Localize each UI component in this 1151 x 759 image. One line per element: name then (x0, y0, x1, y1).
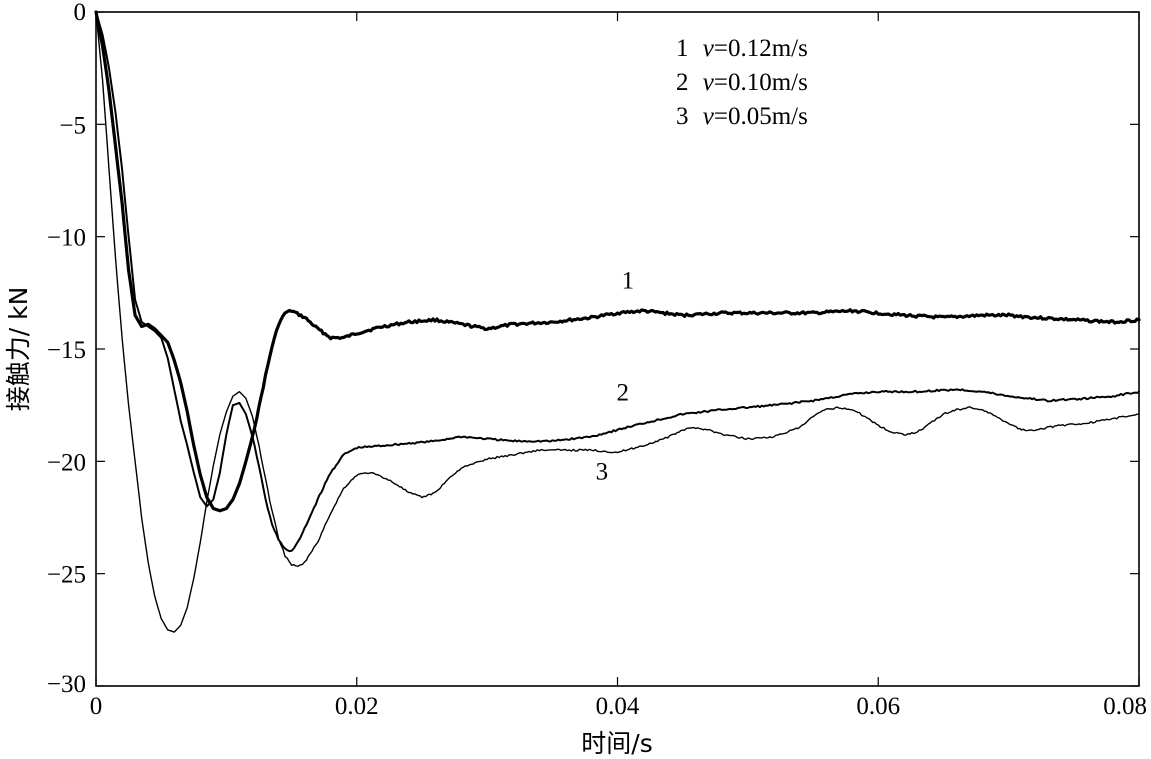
y-tick-label: −25 (47, 562, 86, 589)
x-tick-label: 0.02 (335, 693, 379, 720)
y-tick-label: −30 (47, 671, 86, 698)
x-tick-label: 0.08 (1103, 693, 1147, 720)
legend-entry-1-value: =0.12m/s (714, 35, 808, 62)
legend-entry-1: 1 v=0.12m/s (676, 35, 808, 62)
ticks-layer: 0 0.02 0.04 0.06 0.08 0 −5 −10 −15 −20 −25 −30 (47, 0, 1147, 720)
x-tick-label: 0 (90, 693, 103, 720)
y-tick-label: −15 (47, 337, 86, 364)
x-tick-label: 0.06 (856, 693, 900, 720)
legend-entry-3-num: 3 (676, 103, 689, 130)
series-line-3 (95, 11, 1140, 633)
curve-label-3: 3 (596, 458, 609, 485)
y-axis-title: 接触力/ kN (4, 287, 33, 412)
y-tick-label: 0 (74, 0, 87, 26)
legend-entry-2-num: 2 (676, 69, 689, 96)
series-layer: 1 2 3 (94, 10, 1141, 633)
legend-entry-3: 3 v=0.05m/s (676, 103, 808, 130)
legend-entry-2-symbol: v (703, 69, 715, 96)
y-tick-label: −5 (59, 112, 86, 139)
legend: 1 v=0.12m/s 2 v=0.10m/s 3 v=0.05m/s (676, 35, 808, 130)
legend-entry-2: 2 v=0.10m/s (676, 69, 808, 96)
legend-entry-2-value: =0.10m/s (714, 69, 808, 96)
curve-label-2: 2 (616, 380, 629, 407)
x-tick-label: 0.04 (596, 693, 640, 720)
series-line-2 (95, 11, 1140, 553)
series-line-1 (94, 10, 1141, 513)
curve-label-1: 1 (622, 267, 635, 294)
y-tick-label: −20 (47, 449, 86, 476)
x-axis-title: 时间/s (581, 729, 652, 758)
legend-entry-1-num: 1 (676, 35, 689, 62)
legend-entry-3-symbol: v (703, 103, 715, 130)
legend-entry-1-symbol: v (703, 35, 715, 62)
legend-entry-3-value: =0.05m/s (714, 103, 808, 130)
y-tick-label: −10 (47, 225, 86, 252)
